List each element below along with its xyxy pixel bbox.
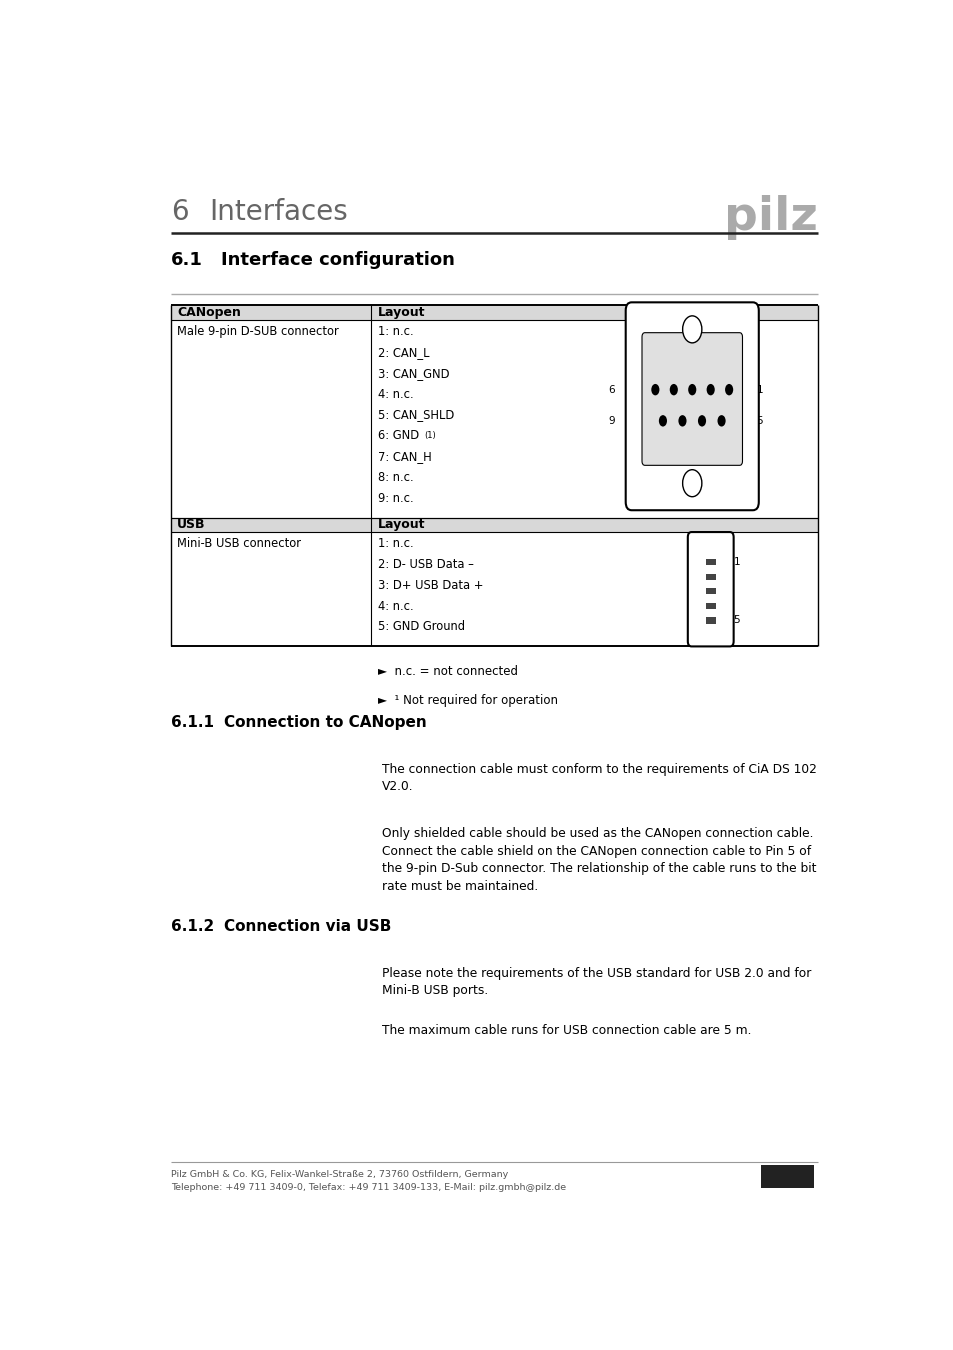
Text: Layout: Layout <box>377 518 425 532</box>
Text: ►  n.c. = not connected: ► n.c. = not connected <box>377 666 517 678</box>
Text: 7: CAN_H: 7: CAN_H <box>377 450 432 463</box>
Text: 1: n.c.: 1: n.c. <box>377 537 414 551</box>
Bar <box>705 617 715 624</box>
Text: 6-1: 6-1 <box>777 1172 797 1181</box>
Text: (1): (1) <box>423 431 436 440</box>
FancyBboxPatch shape <box>641 332 741 466</box>
Text: 6: 6 <box>608 385 615 394</box>
Text: 4: n.c.: 4: n.c. <box>377 387 414 401</box>
Bar <box>705 589 715 594</box>
Text: Pilz GmbH & Co. KG, Felix-Wankel-Straße 2, 73760 Ostfildern, Germany
Telephone: : Pilz GmbH & Co. KG, Felix-Wankel-Straße … <box>171 1170 565 1192</box>
Circle shape <box>651 383 659 396</box>
Bar <box>705 559 715 566</box>
Bar <box>705 574 715 580</box>
Text: Interface configuration: Interface configuration <box>221 251 455 270</box>
Circle shape <box>717 414 725 427</box>
Text: Only shielded cable should be used as the CANopen connection cable.
Connect the : Only shielded cable should be used as th… <box>381 828 816 892</box>
Text: Connection to CANopen: Connection to CANopen <box>224 716 427 730</box>
Text: CANopen: CANopen <box>176 306 240 319</box>
Text: The connection cable must conform to the requirements of CiA DS 102
V2.0.: The connection cable must conform to the… <box>381 763 816 794</box>
Text: Connection via USB: Connection via USB <box>224 919 391 934</box>
Text: 6: GND: 6: GND <box>377 429 422 443</box>
Circle shape <box>669 383 678 396</box>
Text: 3: CAN_GND: 3: CAN_GND <box>377 367 449 379</box>
Circle shape <box>682 316 701 343</box>
Circle shape <box>698 414 705 427</box>
Text: pilz: pilz <box>723 196 817 240</box>
FancyBboxPatch shape <box>687 532 733 647</box>
Circle shape <box>724 383 733 396</box>
Text: 6.1: 6.1 <box>171 251 203 270</box>
Text: 4: n.c.: 4: n.c. <box>377 599 414 613</box>
Text: Please note the requirements of the USB standard for USB 2.0 and for
Mini-B USB : Please note the requirements of the USB … <box>381 967 810 998</box>
Text: 9: n.c.: 9: n.c. <box>377 491 414 505</box>
Text: 1: 1 <box>733 558 740 567</box>
Text: 9: 9 <box>608 416 615 425</box>
Bar <box>760 1165 813 1188</box>
Circle shape <box>706 383 714 396</box>
Text: 2: CAN_L: 2: CAN_L <box>377 346 429 359</box>
Text: 6.1.2: 6.1.2 <box>171 919 214 934</box>
Text: 1: n.c.: 1: n.c. <box>377 325 414 339</box>
Text: 6: 6 <box>171 198 189 227</box>
Circle shape <box>682 470 701 497</box>
Circle shape <box>687 383 696 396</box>
Text: 5: 5 <box>733 616 740 625</box>
Bar <box>705 602 715 609</box>
Text: 1: 1 <box>756 385 762 394</box>
Bar <box>171 517 817 532</box>
Text: 5: GND Ground: 5: GND Ground <box>377 621 464 633</box>
Text: USB: USB <box>176 518 205 532</box>
Text: The maximum cable runs for USB connection cable are 5 m.: The maximum cable runs for USB connectio… <box>381 1023 750 1037</box>
Bar <box>171 305 817 320</box>
Text: 5: CAN_SHLD: 5: CAN_SHLD <box>377 408 454 421</box>
Circle shape <box>678 414 686 427</box>
Text: 2: D- USB Data –: 2: D- USB Data – <box>377 558 474 571</box>
Circle shape <box>659 414 666 427</box>
Text: 8: n.c.: 8: n.c. <box>377 471 414 483</box>
Text: Mini-B USB connector: Mini-B USB connector <box>176 537 300 551</box>
Text: 3: D+ USB Data +: 3: D+ USB Data + <box>377 579 483 591</box>
Text: Male 9-pin D-SUB connector: Male 9-pin D-SUB connector <box>176 325 338 339</box>
Text: Interfaces: Interfaces <box>210 198 348 227</box>
Text: 5: 5 <box>756 416 762 425</box>
Text: Layout: Layout <box>377 306 425 319</box>
Text: 6.1.1: 6.1.1 <box>171 716 213 730</box>
Text: ►  ¹ Not required for operation: ► ¹ Not required for operation <box>377 694 558 707</box>
FancyBboxPatch shape <box>625 302 758 510</box>
